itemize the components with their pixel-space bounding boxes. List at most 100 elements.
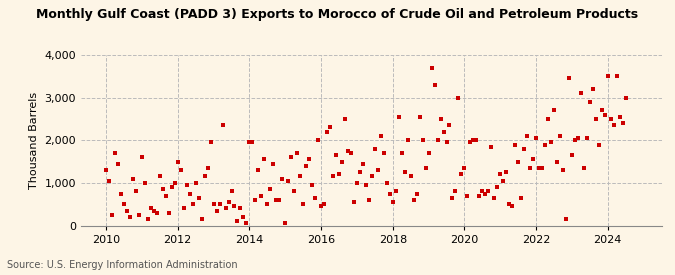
Point [620, 95, 631, 100]
Point [426, 65, 437, 70]
Point [292, 151, 302, 155]
Point [447, 196, 458, 200]
Point [387, 200, 398, 204]
Point [618, 121, 628, 125]
Point [214, 202, 225, 206]
Point [205, 140, 216, 145]
Point [280, 221, 291, 226]
Point [513, 160, 524, 164]
Point [238, 215, 249, 219]
Point [597, 108, 608, 113]
Point [510, 142, 520, 147]
Point [504, 202, 514, 206]
Point [468, 138, 479, 142]
Point [122, 208, 132, 213]
Point [220, 206, 231, 211]
Point [310, 196, 321, 200]
Point [202, 166, 213, 170]
Point [322, 130, 333, 134]
Point [184, 191, 195, 196]
Point [456, 172, 467, 177]
Point [178, 206, 189, 211]
Point [390, 189, 401, 194]
Point [327, 174, 338, 179]
Point [358, 161, 369, 166]
Point [340, 117, 350, 121]
Point [396, 151, 407, 155]
Point [531, 136, 541, 140]
Point [405, 174, 416, 179]
Point [306, 183, 317, 187]
Point [570, 138, 580, 142]
Point [107, 213, 117, 217]
Point [400, 170, 410, 174]
Point [148, 208, 159, 213]
Point [352, 181, 362, 185]
Point [507, 204, 518, 208]
Point [480, 191, 491, 196]
Point [169, 181, 180, 185]
Point [268, 161, 279, 166]
Point [417, 138, 428, 142]
Point [142, 217, 153, 221]
Point [271, 198, 281, 202]
Point [519, 147, 530, 151]
Point [115, 191, 126, 196]
Point [558, 168, 568, 172]
Point [319, 202, 329, 206]
Point [435, 117, 446, 121]
Point [182, 183, 192, 187]
Point [549, 108, 560, 113]
Point [498, 178, 509, 183]
Point [331, 153, 342, 157]
Point [262, 202, 273, 206]
Point [176, 168, 186, 172]
Point [612, 74, 622, 79]
Point [492, 185, 503, 189]
Point [232, 219, 243, 223]
Point [172, 160, 183, 164]
Point [119, 202, 130, 206]
Point [545, 140, 556, 145]
Point [421, 166, 431, 170]
Point [471, 138, 482, 142]
Point [572, 136, 583, 140]
Point [151, 211, 162, 215]
Point [229, 204, 240, 208]
Point [241, 221, 252, 226]
Point [367, 174, 377, 179]
Point [301, 164, 312, 168]
Point [605, 117, 616, 121]
Point [313, 138, 323, 142]
Point [608, 123, 619, 128]
Point [130, 189, 141, 194]
Point [363, 198, 374, 202]
Point [223, 200, 234, 204]
Point [614, 115, 625, 119]
Point [346, 151, 356, 155]
Point [286, 155, 296, 160]
Point [501, 170, 512, 174]
Point [441, 140, 452, 145]
Point [161, 194, 171, 198]
Point [250, 198, 261, 202]
Point [375, 134, 386, 138]
Point [316, 204, 327, 208]
Point [211, 208, 222, 213]
Text: Monthly Gulf Coast (PADD 3) Exports to Morocco of Crude Oil and Petroleum Produc: Monthly Gulf Coast (PADD 3) Exports to M… [36, 8, 639, 21]
Point [576, 91, 587, 95]
Point [166, 185, 177, 189]
Point [101, 168, 111, 172]
Point [539, 142, 550, 147]
Point [289, 189, 300, 194]
Point [187, 202, 198, 206]
Point [283, 178, 294, 183]
Point [163, 211, 174, 215]
Point [295, 174, 306, 179]
Point [444, 123, 455, 128]
Point [128, 177, 138, 181]
Point [453, 95, 464, 100]
Point [337, 160, 348, 164]
Point [157, 187, 168, 191]
Point [325, 125, 335, 130]
